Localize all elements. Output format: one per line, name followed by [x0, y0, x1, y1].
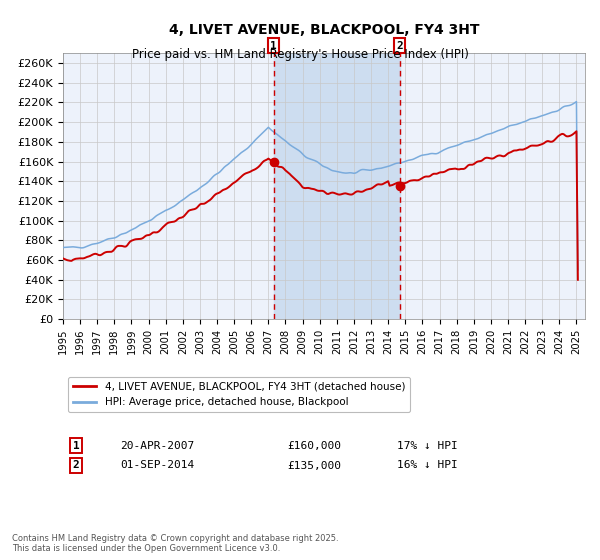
- Text: 17% ↓ HPI: 17% ↓ HPI: [397, 441, 458, 451]
- Text: £135,000: £135,000: [287, 460, 341, 470]
- Text: £160,000: £160,000: [287, 441, 341, 451]
- Legend: 4, LIVET AVENUE, BLACKPOOL, FY4 3HT (detached house), HPI: Average price, detach: 4, LIVET AVENUE, BLACKPOOL, FY4 3HT (det…: [68, 377, 410, 412]
- Text: 1: 1: [73, 441, 79, 451]
- Bar: [274, 53, 400, 319]
- Text: 2: 2: [73, 460, 79, 470]
- Text: 1: 1: [270, 40, 277, 50]
- Text: 01-SEP-2014: 01-SEP-2014: [121, 460, 194, 470]
- Text: Contains HM Land Registry data © Crown copyright and database right 2025.
This d: Contains HM Land Registry data © Crown c…: [12, 534, 338, 553]
- Title: 4, LIVET AVENUE, BLACKPOOL, FY4 3HT: 4, LIVET AVENUE, BLACKPOOL, FY4 3HT: [169, 23, 479, 37]
- Text: 16% ↓ HPI: 16% ↓ HPI: [397, 460, 458, 470]
- Text: Price paid vs. HM Land Registry's House Price Index (HPI): Price paid vs. HM Land Registry's House …: [131, 48, 469, 60]
- Text: 2: 2: [396, 40, 403, 50]
- Text: 20-APR-2007: 20-APR-2007: [121, 441, 194, 451]
